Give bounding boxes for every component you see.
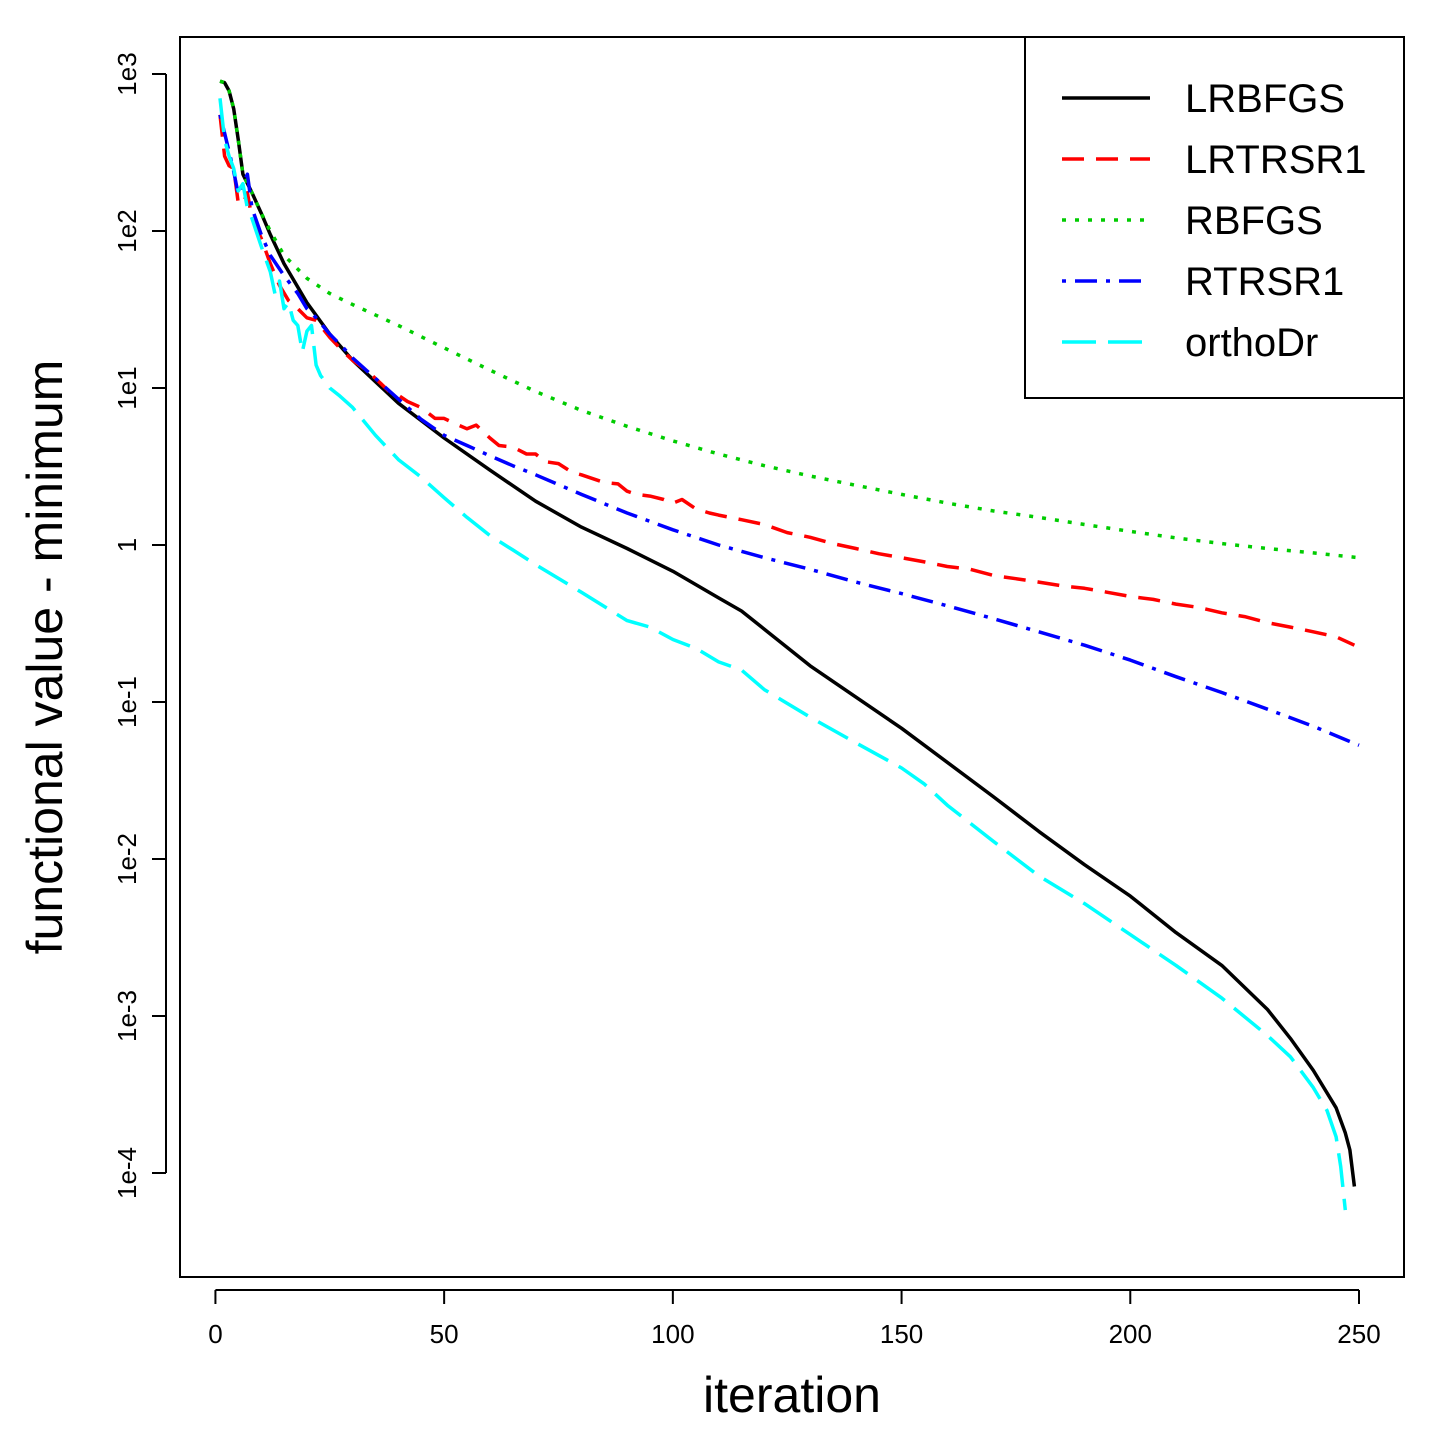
y-axis: 1e3 1e2 1e1 1 1e-1 1e-2 1e-3 1e-4 — [112, 52, 167, 1199]
x-tick-label: 100 — [651, 1319, 694, 1349]
legend-label-lrbfgs: LRBFGS — [1185, 77, 1345, 121]
series-layer — [218, 79, 1360, 1211]
x-tick-label: 0 — [208, 1319, 222, 1349]
y-tick-label: 1e-1 — [112, 676, 142, 728]
y-tick-label: 1e1 — [112, 366, 142, 409]
legend-label-lrtrsr1: LRTRSR1 — [1185, 138, 1367, 182]
y-axis-title: functional value - minimum — [17, 360, 73, 955]
x-tick-label: 50 — [430, 1319, 459, 1349]
y-tick-label: 1 — [112, 538, 142, 552]
x-axis: 0 50 100 150 200 250 — [208, 1289, 1381, 1349]
legend-label-rtrsr1: RTRSR1 — [1185, 260, 1344, 304]
legend-label-orthodr: orthoDr — [1185, 321, 1318, 365]
x-tick-label: 150 — [880, 1319, 923, 1349]
x-tick-label: 250 — [1337, 1319, 1380, 1349]
x-axis-title: iteration — [703, 1367, 881, 1423]
y-tick-label: 1e2 — [112, 209, 142, 252]
y-tick-label: 1e-4 — [112, 1147, 142, 1199]
legend-label-rbfgs: RBFGS — [1185, 199, 1323, 243]
y-tick-label: 1e-2 — [112, 833, 142, 885]
x-tick-label: 200 — [1109, 1319, 1152, 1349]
series-line-lrtrsr1 — [218, 114, 1356, 647]
series-line-orthodr — [218, 98, 1348, 1211]
series-line-rtrsr1 — [218, 114, 1360, 747]
y-tick-label: 1e3 — [112, 52, 142, 95]
y-tick-label: 1e-3 — [112, 990, 142, 1042]
plot-frame — [179, 36, 1405, 1278]
legend: LRBFGS LRTRSR1 RBFGS RTRSR1 orthoDr — [1024, 36, 1405, 399]
